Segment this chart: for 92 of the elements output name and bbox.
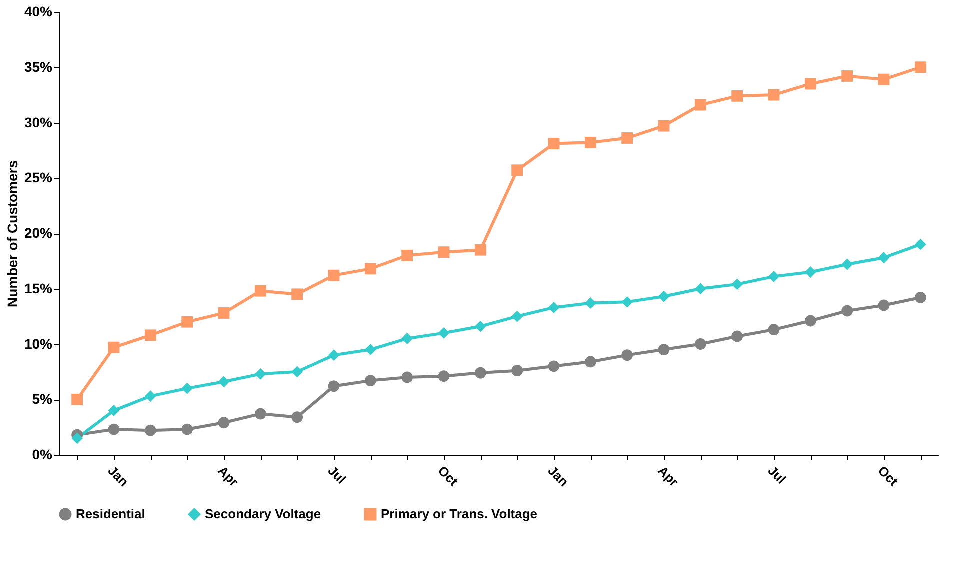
y-tick-label: 25% bbox=[24, 170, 54, 186]
point bbox=[364, 375, 376, 386]
point bbox=[842, 70, 854, 82]
point bbox=[474, 367, 486, 379]
y-tick-label: 20% bbox=[24, 225, 54, 241]
point bbox=[474, 320, 486, 332]
point bbox=[108, 405, 120, 416]
y-tick-label: 0% bbox=[32, 446, 54, 462]
point bbox=[694, 338, 706, 350]
point bbox=[144, 390, 156, 402]
point bbox=[144, 424, 156, 436]
point bbox=[914, 292, 926, 304]
point bbox=[182, 382, 194, 394]
point bbox=[254, 368, 266, 380]
point bbox=[622, 296, 634, 308]
point bbox=[218, 417, 230, 429]
point bbox=[804, 266, 816, 278]
point bbox=[364, 263, 376, 275]
y-tick-label: 5% bbox=[32, 391, 54, 408]
point bbox=[182, 424, 194, 436]
x-tick-label: Jul bbox=[325, 463, 350, 487]
legend-label: Primary or Trans. Voltage bbox=[381, 506, 538, 522]
point bbox=[218, 376, 230, 388]
point bbox=[658, 344, 670, 356]
point bbox=[328, 380, 340, 392]
point bbox=[292, 288, 304, 300]
point bbox=[438, 246, 450, 258]
y-tick-label: 30% bbox=[24, 114, 54, 130]
point bbox=[732, 330, 744, 342]
y-axis-title: Number of Customers bbox=[4, 160, 20, 308]
x-tick-label: Apr bbox=[215, 463, 242, 490]
point bbox=[254, 408, 266, 420]
point bbox=[72, 432, 84, 444]
point bbox=[914, 238, 926, 250]
x-tick-label: Jan bbox=[105, 463, 132, 490]
point bbox=[658, 120, 670, 132]
point bbox=[512, 365, 524, 377]
point bbox=[768, 324, 780, 336]
point bbox=[694, 99, 706, 111]
point bbox=[292, 366, 304, 378]
point bbox=[402, 333, 414, 344]
x-tick-label: Oct bbox=[435, 463, 462, 490]
y-tick-label: 15% bbox=[24, 280, 54, 296]
y-tick-label: 10% bbox=[24, 336, 54, 352]
point bbox=[512, 310, 524, 322]
point bbox=[878, 252, 890, 264]
point bbox=[328, 350, 340, 362]
x-tick-label: Apr bbox=[655, 463, 682, 490]
legend-label: Residential bbox=[76, 506, 146, 522]
point bbox=[512, 164, 524, 176]
legend-label: Secondary Voltage bbox=[205, 506, 322, 522]
point bbox=[402, 250, 414, 262]
point bbox=[768, 89, 780, 101]
point bbox=[622, 350, 634, 362]
point bbox=[438, 327, 450, 339]
y-tick-label: 35% bbox=[24, 58, 54, 75]
point bbox=[182, 316, 194, 328]
point bbox=[108, 424, 120, 436]
point bbox=[328, 270, 340, 282]
point bbox=[804, 78, 816, 90]
point bbox=[878, 300, 890, 312]
point bbox=[694, 283, 706, 295]
point bbox=[842, 305, 854, 317]
point bbox=[292, 412, 304, 424]
point bbox=[144, 330, 156, 342]
point bbox=[584, 136, 596, 148]
y-tick-label: 40% bbox=[24, 4, 54, 20]
x-tick-label: Jan bbox=[545, 463, 572, 490]
point bbox=[108, 342, 120, 354]
point bbox=[364, 344, 376, 356]
point bbox=[548, 302, 560, 314]
point bbox=[914, 62, 926, 74]
point bbox=[768, 270, 780, 282]
point bbox=[622, 132, 634, 144]
point bbox=[402, 372, 414, 384]
point bbox=[732, 90, 744, 102]
point bbox=[804, 315, 816, 327]
x-tick-label: Jul bbox=[765, 463, 790, 487]
point bbox=[548, 360, 560, 372]
point bbox=[842, 258, 854, 270]
point bbox=[658, 290, 670, 302]
point bbox=[254, 285, 266, 297]
x-tick-label: Oct bbox=[875, 463, 902, 490]
point bbox=[438, 370, 450, 382]
point bbox=[72, 394, 84, 406]
point bbox=[878, 74, 890, 86]
point bbox=[732, 278, 744, 290]
point bbox=[474, 244, 486, 256]
point bbox=[584, 298, 596, 309]
point bbox=[584, 356, 596, 368]
point bbox=[548, 138, 560, 150]
point bbox=[218, 308, 230, 319]
